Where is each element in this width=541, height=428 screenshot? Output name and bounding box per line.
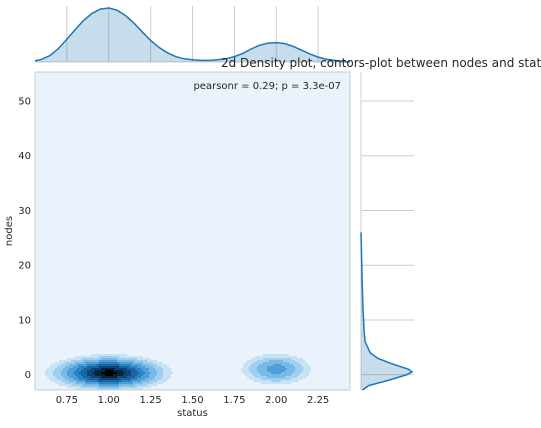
- x-tick-label: 1.75: [223, 395, 245, 406]
- top-marginal-density-fill: [35, 8, 350, 62]
- y-tick-labels: 0 10 20 30 40 50: [18, 97, 31, 382]
- top-marginal-grid: [35, 6, 350, 63]
- top-marginal-density-line: [34, 7, 351, 63]
- kde-contour-level: [101, 370, 117, 376]
- y-tick-label: 50: [18, 97, 31, 108]
- x-tick-label: 1.50: [181, 395, 203, 406]
- y-tick-label: 20: [18, 261, 31, 272]
- x-axis-label: status: [177, 408, 208, 419]
- chart-title: 2d Density plot, contors-plot between no…: [221, 56, 541, 70]
- y-tick-label: 0: [25, 370, 31, 381]
- x-tick-label: 2.00: [265, 395, 287, 406]
- x-tick-label: 1.00: [98, 395, 120, 406]
- pearson-annotation: pearsonr = 0.29; p = 3.3e-07: [193, 81, 341, 92]
- x-tick-label: 2.25: [307, 395, 329, 406]
- y-tick-label: 10: [18, 315, 31, 326]
- joint-plot-frame: [34, 71, 351, 391]
- joint-plot-background: [35, 72, 350, 390]
- joint-axes: 0.75 1.00 1.25 1.50 1.75 2.00 2.25 0 10 20 30 40 50…: [4, 71, 351, 419]
- x-tick-labels: 0.75 1.00 1.25 1.50 1.75 2.00 2.25: [56, 395, 330, 406]
- y-axis-label: nodes: [4, 216, 15, 246]
- kde-contour-band: [101, 370, 117, 376]
- y-tick-label: 40: [18, 151, 31, 162]
- right-marginal-plot: [360, 72, 414, 391]
- right-marginal-grid: [360, 72, 414, 390]
- x-tick-label: 1.25: [139, 395, 161, 406]
- right-marginal-density-line: [360, 232, 414, 391]
- right-marginal-density-fill: [361, 232, 412, 390]
- x-tick-label: 0.75: [56, 395, 78, 406]
- kde-contours: [45, 354, 311, 390]
- y-tick-label: 30: [18, 206, 31, 217]
- top-marginal-plot: [34, 6, 351, 63]
